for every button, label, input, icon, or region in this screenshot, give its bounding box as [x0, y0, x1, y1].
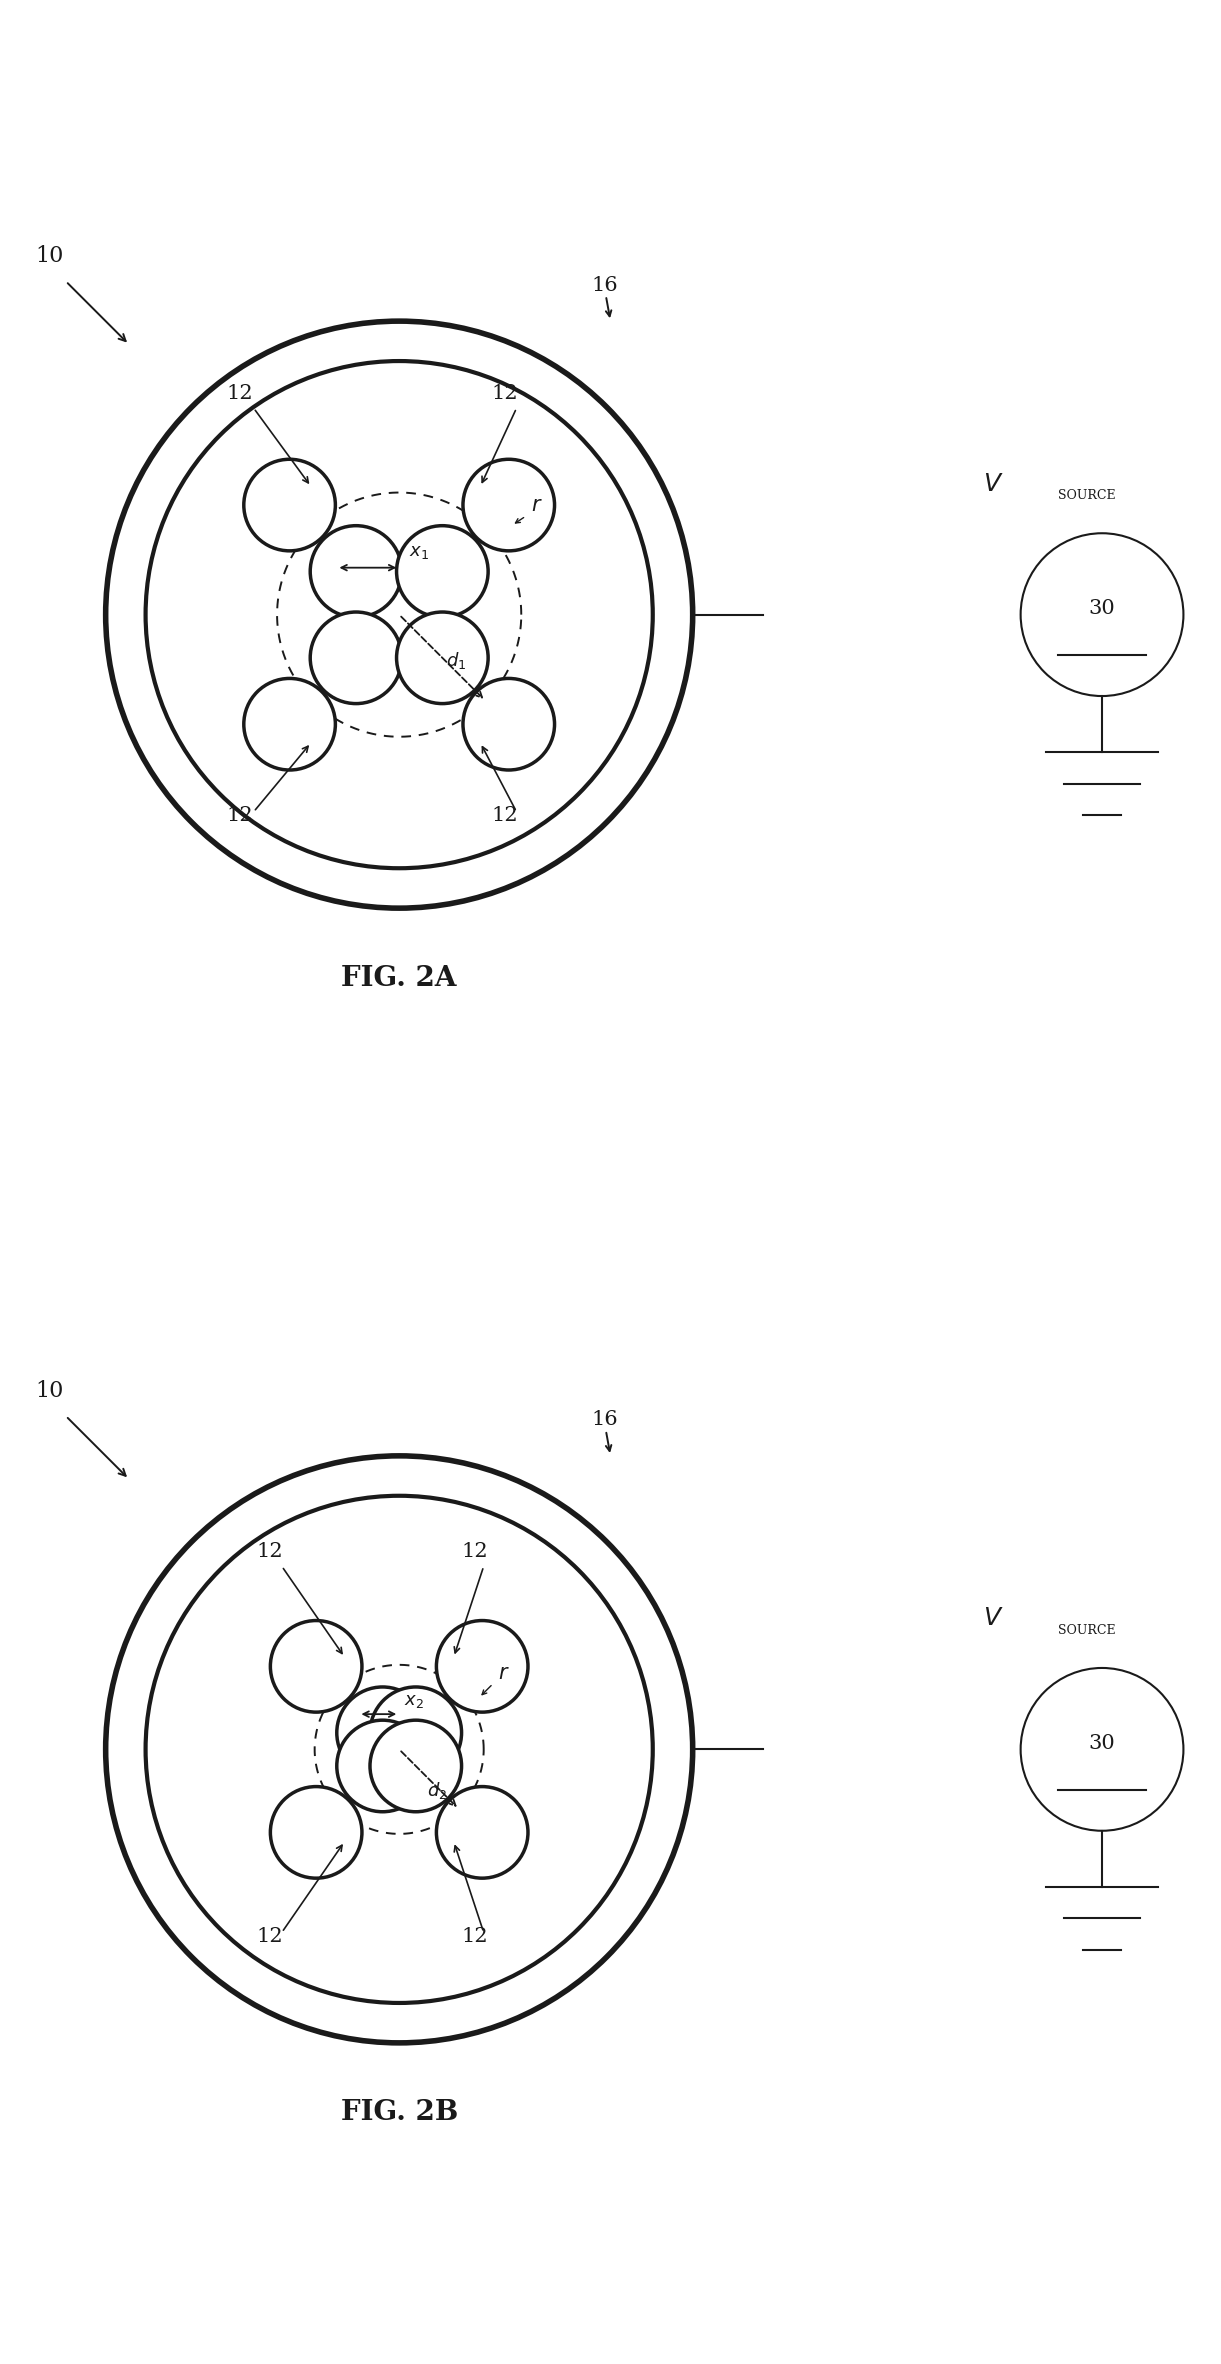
- Text: $d_2$: $d_2$: [427, 1780, 448, 1801]
- Text: 16: 16: [592, 1411, 618, 1430]
- Circle shape: [310, 612, 402, 704]
- Circle shape: [270, 1622, 361, 1712]
- Text: 30: 30: [1089, 598, 1116, 617]
- Text: $r$: $r$: [531, 496, 542, 515]
- Circle shape: [145, 1496, 653, 2002]
- Text: 12: 12: [462, 1541, 487, 1560]
- Text: 12: 12: [462, 1927, 487, 1946]
- Circle shape: [370, 1721, 462, 1811]
- Text: 16: 16: [592, 277, 618, 296]
- Text: 10: 10: [35, 246, 63, 267]
- Circle shape: [397, 612, 488, 704]
- Text: FIG. 2B: FIG. 2B: [341, 2099, 458, 2125]
- Text: SOURCE: SOURCE: [1059, 489, 1116, 501]
- Text: FIG. 2A: FIG. 2A: [342, 965, 457, 991]
- Circle shape: [310, 525, 402, 617]
- Circle shape: [244, 459, 336, 551]
- Circle shape: [397, 525, 488, 617]
- Circle shape: [1021, 534, 1183, 695]
- Text: 12: 12: [226, 806, 253, 825]
- Circle shape: [337, 1688, 429, 1778]
- Circle shape: [106, 322, 692, 908]
- Circle shape: [106, 1456, 692, 2042]
- Circle shape: [244, 678, 336, 771]
- Text: 30: 30: [1089, 1733, 1116, 1752]
- Circle shape: [436, 1787, 527, 1877]
- Text: $r$: $r$: [498, 1664, 509, 1683]
- Circle shape: [337, 1721, 429, 1811]
- Text: $x_1$: $x_1$: [409, 544, 429, 560]
- Text: 12: 12: [492, 806, 518, 825]
- Text: 10: 10: [35, 1381, 63, 1402]
- Text: 12: 12: [226, 383, 253, 402]
- Circle shape: [270, 1787, 361, 1877]
- Text: 12: 12: [256, 1927, 283, 1946]
- Text: 12: 12: [256, 1541, 283, 1560]
- Circle shape: [1021, 1669, 1183, 1830]
- Circle shape: [436, 1622, 527, 1712]
- Text: $d_1$: $d_1$: [446, 650, 466, 671]
- Text: 12: 12: [492, 383, 518, 402]
- Text: SOURCE: SOURCE: [1059, 1624, 1116, 1636]
- Circle shape: [145, 362, 653, 868]
- Circle shape: [370, 1688, 462, 1778]
- Circle shape: [463, 459, 554, 551]
- Circle shape: [463, 678, 554, 771]
- Text: $x_2$: $x_2$: [404, 1693, 424, 1709]
- Text: $V$: $V$: [983, 473, 1004, 496]
- Text: $V$: $V$: [983, 1608, 1004, 1631]
